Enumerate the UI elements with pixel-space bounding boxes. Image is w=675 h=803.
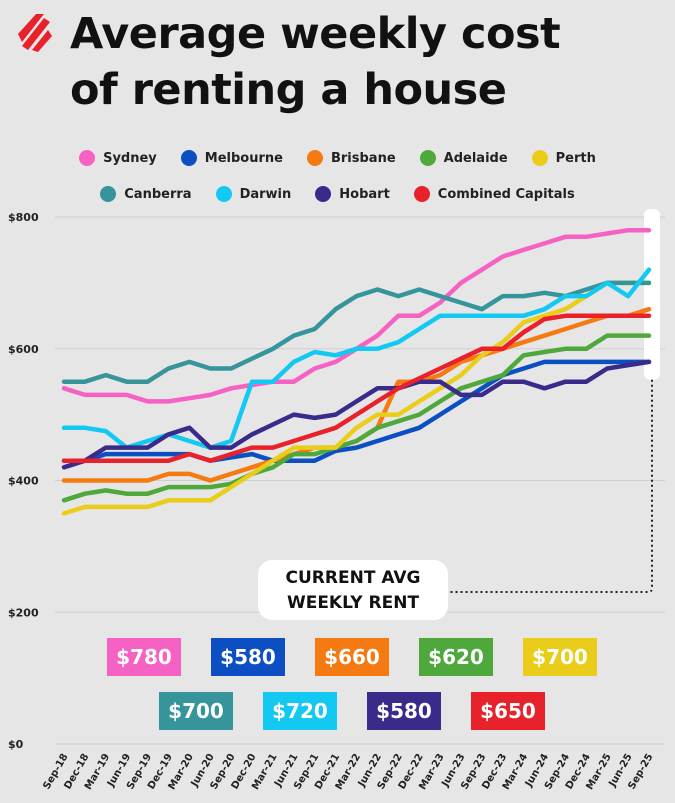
legend-swatch-canberra — [100, 186, 117, 202]
legend-item-perth: Perth — [531, 150, 596, 166]
value-badge-hobart: $580 — [367, 692, 441, 730]
legend-row: Canberra Darwin Hobart Combined Capitals — [0, 176, 675, 212]
brand-logo-icon — [18, 14, 52, 52]
value-badge-darwin: $720 — [263, 692, 337, 730]
line-chart: $0$200$400$600$800Sep-18Dec-18Mar-19Jun-… — [8, 209, 665, 792]
latest-value-highlight — [644, 209, 660, 380]
y-tick-label: $0 — [8, 738, 24, 751]
y-tick-label: $200 — [8, 606, 39, 619]
value-badge-canberra: $700 — [159, 692, 233, 730]
legend-item-melbourne: Melbourne — [180, 150, 283, 166]
value-badge-brisbane: $660 — [315, 638, 389, 676]
legend-swatch-sydney — [79, 150, 96, 166]
legend: Sydney Melbourne Brisbane Adelaide Perth Canb… — [0, 140, 675, 212]
legend-swatch-brisbane — [306, 150, 323, 166]
legend-row: Sydney Melbourne Brisbane Adelaide Perth — [0, 140, 675, 176]
legend-label-melbourne: Melbourne — [204, 150, 283, 166]
series-line-perth — [61, 280, 652, 516]
legend-swatch-melbourne — [180, 150, 197, 166]
y-tick-label: $400 — [8, 475, 39, 488]
callout-line-2: WEEKLY RENT — [286, 593, 420, 613]
legend-swatch-adelaide — [419, 150, 436, 166]
legend-label-perth: Perth — [555, 150, 596, 166]
value-badge-adelaide: $620 — [419, 638, 493, 676]
value-badge-perth: $700 — [523, 638, 597, 676]
legend-label-hobart: Hobart — [339, 186, 390, 202]
legend-item-sydney: Sydney — [79, 150, 157, 166]
legend-label-darwin: Darwin — [239, 186, 292, 202]
series-line-adelaide — [61, 333, 652, 503]
series-line-canberra — [61, 280, 652, 384]
current-average-callout: CURRENT AVG WEEKLY RENT — [258, 560, 448, 620]
y-tick-label: $600 — [8, 343, 39, 356]
legend-swatch-hobart — [315, 186, 332, 202]
legend-item-canberra: Canberra — [100, 186, 192, 202]
series-line-combined-capitals — [61, 313, 652, 463]
legend-item-adelaide: Adelaide — [419, 150, 508, 166]
legend-label-adelaide: Adelaide — [443, 150, 508, 166]
y-tick-label: $800 — [8, 211, 39, 224]
callout-connector — [450, 379, 653, 593]
callout-line-1: CURRENT AVG — [285, 568, 421, 588]
chart-title: Average weekly cost of renting a house — [70, 6, 660, 118]
legend-label-canberra: Canberra — [124, 186, 192, 202]
legend-item-brisbane: Brisbane — [306, 150, 396, 166]
legend-label-brisbane: Brisbane — [330, 150, 396, 166]
legend-swatch-perth — [531, 150, 548, 166]
legend-item-darwin: Darwin — [215, 186, 292, 202]
legend-swatch-darwin — [215, 186, 232, 202]
logo-stripes — [18, 14, 52, 52]
legend-item-combined-capitals: Combined Capitals — [413, 186, 575, 202]
legend-swatch-combined-capitals — [413, 186, 430, 202]
legend-label-combined-capitals: Combined Capitals — [437, 186, 575, 202]
value-badge-combined-capitals: $650 — [471, 692, 545, 730]
series-line-hobart — [61, 359, 652, 470]
legend-item-hobart: Hobart — [315, 186, 390, 202]
legend-label-sydney: Sydney — [103, 150, 157, 166]
title-line-1: Average weekly cost — [70, 9, 561, 59]
series-line-melbourne — [61, 359, 652, 463]
title-line-2: of renting a house — [70, 65, 507, 115]
value-badge-sydney: $780 — [107, 638, 181, 676]
value-badge-melbourne: $580 — [211, 638, 285, 676]
